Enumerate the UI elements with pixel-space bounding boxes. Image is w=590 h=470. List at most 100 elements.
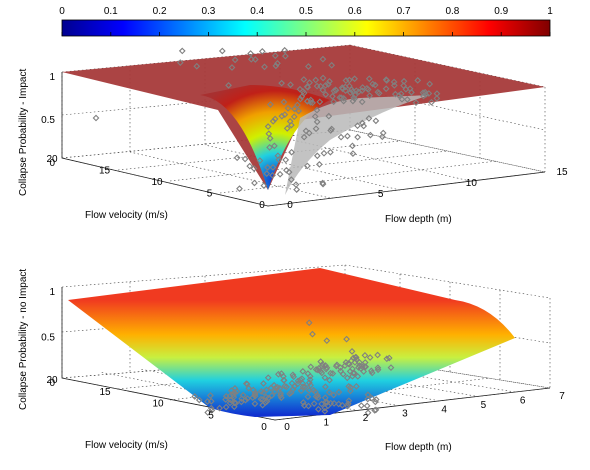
- scatter-point: [207, 392, 214, 399]
- scatter-point: [330, 87, 338, 95]
- colorbar-tick-label: 0: [59, 6, 65, 17]
- scatter-point: [305, 319, 313, 327]
- scatter-point: [178, 47, 186, 55]
- scatter-point: [251, 56, 259, 63]
- colorbar-tick-label: 0.6: [348, 6, 362, 17]
- scatter-point: [237, 398, 245, 406]
- scatter-point: [303, 98, 311, 105]
- scatter-point: [304, 83, 312, 91]
- scatter-point: [315, 405, 322, 413]
- scatter-point: [290, 113, 298, 121]
- scatter-point: [299, 380, 307, 387]
- scatter-point: [361, 359, 369, 366]
- scatter-point: [412, 99, 420, 106]
- y-tick-label: 0: [261, 422, 267, 433]
- scatter-point: [262, 393, 270, 401]
- scatter-point: [311, 113, 319, 120]
- scatter-point: [294, 101, 301, 109]
- scatter-point: [264, 374, 272, 382]
- scatter-point: [319, 86, 327, 94]
- scatter-point: [313, 118, 321, 126]
- scatter-point: [382, 76, 390, 83]
- scatter-point: [295, 107, 303, 115]
- colorbar-tick-label: 1: [547, 6, 553, 17]
- colorbar-tick-label: 0.4: [250, 6, 264, 17]
- scatter-point: [269, 163, 277, 171]
- scatter-point: [257, 395, 265, 403]
- scatter-point: [230, 393, 238, 401]
- scatter-point: [291, 105, 298, 113]
- scatter-point: [358, 98, 366, 106]
- scatter-point: [300, 89, 308, 97]
- scatter-point: [345, 397, 353, 405]
- y-tick-label: 15: [99, 166, 111, 177]
- scatter-point: [367, 367, 375, 375]
- scatter-point: [275, 156, 283, 164]
- z-tick-label: 0: [49, 378, 55, 389]
- scatter-point: [371, 398, 379, 406]
- scatter-point: [378, 133, 386, 141]
- scatter-point: [263, 170, 271, 178]
- scatter-point: [358, 119, 366, 127]
- scatter-point: [236, 185, 243, 193]
- scatter-point: [342, 77, 350, 84]
- scatter-point: [374, 366, 382, 374]
- scatter-point: [260, 182, 268, 189]
- x-tick-label: 3: [402, 409, 408, 420]
- scatter-point: [228, 387, 235, 394]
- scatter-point: [287, 121, 295, 129]
- scatter-point: [322, 365, 330, 373]
- scatter-point: [191, 393, 199, 400]
- scatter-point: [176, 59, 184, 67]
- scatter-point: [342, 359, 350, 366]
- scatter-point: [369, 80, 377, 88]
- scatter-point: [374, 364, 382, 372]
- scatter-point: [316, 98, 324, 106]
- scatter-point: [398, 95, 406, 103]
- scatter-point: [303, 162, 311, 170]
- scatter-point: [327, 148, 334, 156]
- scatter-point: [312, 125, 320, 133]
- z-tick-label: 1: [49, 72, 55, 83]
- scatter-point: [231, 56, 239, 64]
- scatter-point: [314, 394, 322, 402]
- scatter-point: [274, 59, 281, 67]
- scatter-point: [374, 351, 382, 359]
- colorbar-ticks: 0 0.1 0.2 0.3 0.4 0.5 0.6 0.7 0.8 0.9 1: [59, 6, 553, 36]
- scatter-point: [339, 370, 347, 378]
- scatter-point: [225, 81, 232, 89]
- scatter-point: [344, 132, 351, 140]
- scatter-point: [208, 406, 216, 414]
- y-tick-label: 5: [207, 189, 213, 200]
- scatter-point: [329, 370, 337, 377]
- scatter-point: [344, 402, 351, 410]
- scatter-point: [283, 166, 290, 174]
- scatter-point: [307, 98, 314, 106]
- scatter-point: [323, 337, 331, 345]
- scatter-point: [280, 98, 288, 106]
- colorbar-tick-label: 0.2: [153, 6, 167, 17]
- scatter-point: [326, 376, 333, 384]
- scatter-point: [243, 380, 251, 388]
- scatter-point: [321, 374, 329, 382]
- scatter-point: [337, 133, 345, 141]
- scatter-point: [286, 390, 294, 398]
- scatter-point: [296, 85, 304, 93]
- x-tick-label: 0: [287, 200, 293, 211]
- scatter-point: [354, 122, 361, 130]
- scatter-point: [433, 94, 441, 102]
- scatter-point: [267, 384, 275, 392]
- scatter-point: [272, 62, 280, 70]
- x-tick-label: 6: [520, 395, 526, 406]
- scatter-point: [382, 85, 390, 93]
- scatter-point: [356, 359, 363, 366]
- scatter-point: [245, 384, 253, 392]
- scatter-point: [292, 181, 300, 188]
- scatter-point: [349, 142, 356, 150]
- scatter-point: [247, 50, 254, 57]
- scatter-point: [357, 402, 365, 409]
- scatter-point: [365, 75, 373, 83]
- scatter-point: [325, 112, 333, 120]
- scatter-point: [395, 92, 403, 99]
- scatter-point: [319, 74, 327, 82]
